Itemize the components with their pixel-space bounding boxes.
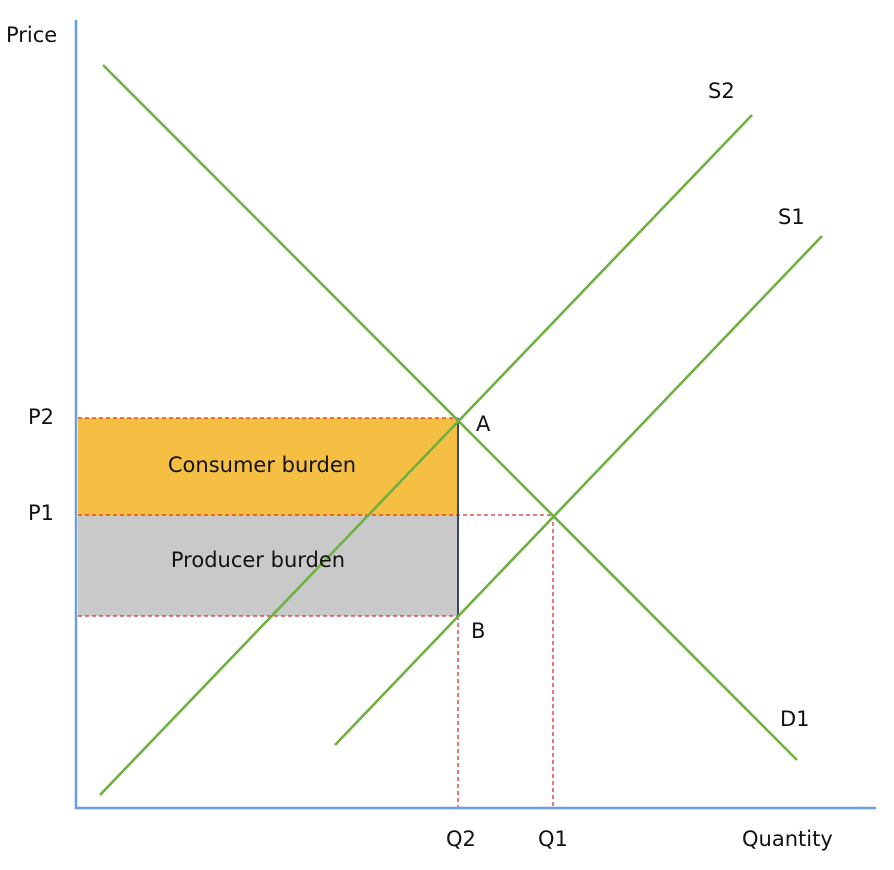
area-label: Producer burden [171,548,345,572]
y-axis-label: Price [6,23,57,47]
price-label: P2 [28,405,54,429]
curve-label: S2 [708,79,735,103]
producer-burden-area [78,515,458,616]
supply-curve-s2 [99,114,753,796]
consumer-burden-area [78,418,458,515]
point-label: B [471,619,485,643]
curve-label: D1 [780,707,810,731]
area-label: Consumer burden [168,453,356,477]
quantity-label: Q1 [538,827,568,851]
price-label: P1 [28,501,54,525]
supply-curve-s1 [334,235,823,746]
demand-curve [102,64,798,761]
quantity-label: Q2 [446,827,476,851]
x-axis-label: Quantity [742,827,833,851]
curve-label: S1 [778,205,805,229]
point-label: A [476,412,491,436]
